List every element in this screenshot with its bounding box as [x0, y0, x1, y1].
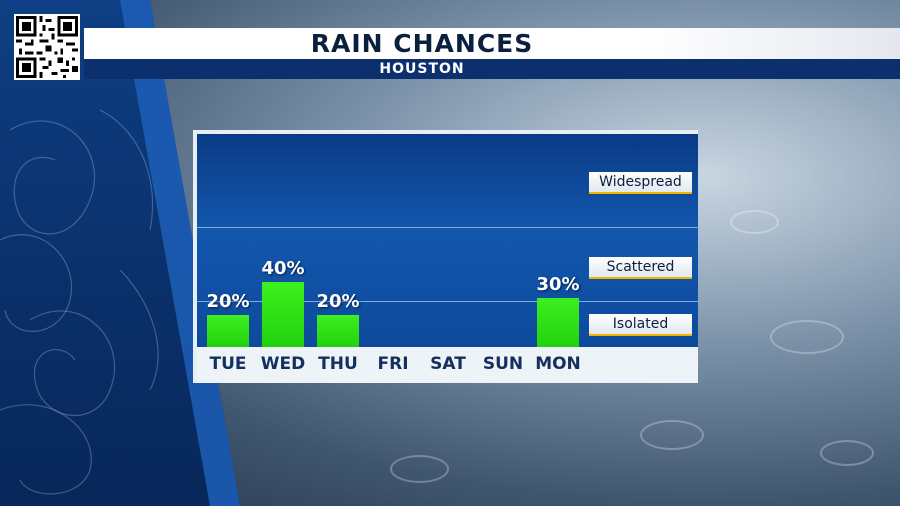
band-label-scattered: Scattered	[589, 257, 692, 279]
x-tick-label-sat: SAT	[430, 354, 466, 374]
title-bar: RAIN CHANCES	[84, 28, 900, 59]
chart-plot-area: Widespread Scattered Isolated 20% 40% 20% 3…	[197, 134, 698, 347]
subtitle-bar: HOUSTON	[84, 59, 900, 79]
x-tick-label-tue: TUE	[209, 354, 247, 374]
raindrop-ripple	[730, 210, 779, 234]
page-title: RAIN CHANCES	[310, 29, 534, 58]
bar-thu	[317, 314, 359, 347]
raindrop-ripple	[770, 320, 844, 354]
bar-value-label-wed: 40%	[261, 258, 305, 280]
x-axis: TUE WED THU FRI SAT SUN MON	[197, 347, 698, 383]
bar-value-label-thu: 20%	[316, 290, 360, 312]
location-subtitle: HOUSTON	[379, 61, 465, 77]
band-divider	[197, 301, 698, 302]
qr-code-icon	[14, 14, 80, 80]
contour-map-decoration	[0, 109, 159, 495]
raindrop-ripple	[820, 440, 874, 466]
band-label-isolated: Isolated	[589, 314, 692, 336]
bar-mon	[537, 298, 579, 347]
x-tick-label-mon: MON	[535, 354, 581, 374]
band-divider	[197, 227, 698, 228]
rain-chance-chart: Widespread Scattered Isolated 20% 40% 20% 3…	[193, 130, 698, 383]
bar-tue	[207, 314, 249, 347]
bar-value-label-tue: 20%	[206, 290, 250, 312]
bar-value-label-mon: 30%	[536, 274, 580, 296]
band-label-widespread: Widespread	[589, 172, 692, 194]
x-tick-label-thu: THU	[318, 354, 358, 374]
x-tick-label-wed: WED	[260, 354, 306, 374]
x-tick-label-sun: SUN	[482, 354, 524, 374]
raindrop-ripple	[640, 420, 704, 450]
raindrop-ripple	[390, 455, 449, 483]
bar-wed	[262, 282, 304, 347]
x-tick-label-fri: FRI	[377, 354, 409, 374]
